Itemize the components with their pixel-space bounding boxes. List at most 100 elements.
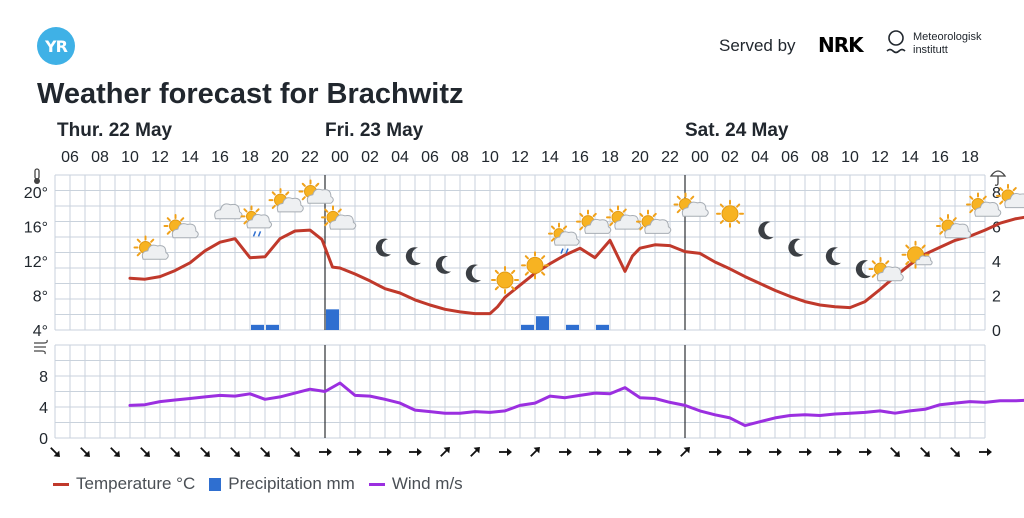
hour-label: 22	[661, 149, 679, 166]
umbrella-top	[989, 170, 1007, 177]
hour-label: 18	[961, 149, 979, 166]
cloud-shape	[171, 223, 199, 239]
partly-cloudy-icon	[321, 205, 357, 230]
arrow-se-icon	[80, 447, 90, 457]
sun-ray	[524, 271, 529, 276]
hour-label: 18	[601, 149, 619, 166]
partly-cloudy-icon	[936, 213, 972, 239]
sun-disc	[721, 205, 739, 223]
yr-logo[interactable]: YR	[37, 27, 75, 65]
wind-icon	[34, 339, 48, 355]
arrow-se-icon	[260, 447, 270, 457]
sun-ray	[494, 286, 499, 291]
sun-ray	[690, 195, 695, 200]
cloud-shape	[974, 201, 1002, 217]
partly-cloudy-icon	[966, 192, 1002, 217]
sun-ray	[592, 212, 597, 218]
arrow-head	[83, 450, 90, 457]
moon-shape	[375, 238, 391, 257]
partly-cloudy-icon	[298, 179, 334, 204]
arrow-se-icon	[950, 447, 960, 457]
precipitation-bar	[521, 324, 534, 330]
sun-ray	[324, 208, 329, 213]
precipitation-bar	[596, 324, 609, 330]
arrow-head	[263, 450, 270, 457]
hour-label: 20	[631, 149, 649, 166]
legend-item-precipitation[interactable]: Precipitation mm	[209, 474, 355, 494]
met-institute-logo[interactable]: Meteorologisk institutt	[913, 31, 982, 56]
thermometer-bulb	[34, 178, 40, 184]
arrow-head	[533, 447, 540, 454]
arrow-head	[113, 450, 120, 457]
sun-ray	[301, 182, 306, 187]
sun-ray	[871, 273, 876, 278]
arrow-e-icon	[739, 448, 752, 456]
partly-cloudy-icon	[606, 205, 642, 230]
arrow-e-icon	[499, 448, 512, 456]
precipitation-bar	[536, 316, 549, 330]
hour-label: 00	[691, 149, 709, 166]
arrow-ne-icon	[440, 447, 450, 457]
arrow-e-icon	[409, 448, 422, 456]
arrow-head	[717, 448, 722, 456]
hour-label: 16	[931, 149, 949, 166]
hour-label: 16	[571, 149, 589, 166]
arrow-se-icon	[200, 447, 210, 457]
wind-tick-label: 0	[39, 431, 48, 448]
partly-cloudy-icon	[673, 192, 709, 217]
hour-label: 06	[421, 149, 439, 166]
moon-icon	[375, 238, 391, 257]
sun-ray	[524, 255, 529, 260]
moon-shape	[825, 247, 841, 266]
arrow-head	[597, 448, 602, 456]
arrow-head	[923, 450, 930, 457]
moon-icon	[405, 247, 421, 266]
moon-shape	[788, 238, 804, 257]
cloud-shape	[214, 203, 243, 220]
wind-tick-label: 4	[39, 400, 48, 417]
sun-ray	[150, 238, 155, 243]
hour-label: 06	[61, 149, 79, 166]
arrow-head	[747, 448, 752, 456]
sun-cloud-icon	[901, 240, 933, 269]
umbrella-handle	[994, 176, 999, 186]
arrow-head	[473, 447, 480, 454]
partly-cloudy-icon	[133, 235, 169, 260]
sun-ray	[550, 237, 556, 242]
cloud-shape	[306, 188, 334, 204]
moon-shape	[435, 255, 451, 274]
arrow-e-icon	[319, 448, 332, 456]
cloud-shape	[584, 218, 612, 234]
arrow-head	[867, 448, 872, 456]
arrow-head	[293, 450, 300, 457]
sun-ray	[736, 219, 741, 224]
moon-icon	[825, 247, 841, 266]
nrk-logo[interactable]: NRK	[818, 33, 864, 57]
sun-ray	[550, 225, 556, 230]
arrow-head	[417, 448, 422, 456]
moon-shape	[465, 264, 481, 283]
sun-icon	[716, 199, 744, 228]
sun-icon	[491, 266, 519, 295]
sun-ray	[969, 209, 974, 214]
arrow-se-icon	[140, 447, 150, 457]
sun-ray	[939, 217, 944, 222]
arrow-head	[683, 447, 690, 454]
legend-item-wind[interactable]: Wind m/s	[368, 474, 463, 494]
arrow-e-icon	[799, 448, 812, 456]
arrow-ne-icon	[470, 447, 480, 457]
moon-icon	[435, 255, 451, 274]
sun-ray	[676, 209, 681, 214]
sun-ray	[301, 196, 306, 201]
arrow-se-icon	[920, 447, 930, 457]
arrow-se-icon	[110, 447, 120, 457]
hour-label: 08	[91, 149, 109, 166]
rain-drop	[257, 231, 262, 237]
arrow-head	[953, 450, 960, 457]
sun-ray	[579, 212, 584, 218]
temp-tick-label: 8°	[33, 289, 48, 306]
arrow-se-icon	[290, 447, 300, 457]
arrow-head	[233, 450, 240, 457]
arrow-head	[143, 450, 150, 457]
legend-item-temperature[interactable]: Temperature °C	[53, 474, 195, 494]
